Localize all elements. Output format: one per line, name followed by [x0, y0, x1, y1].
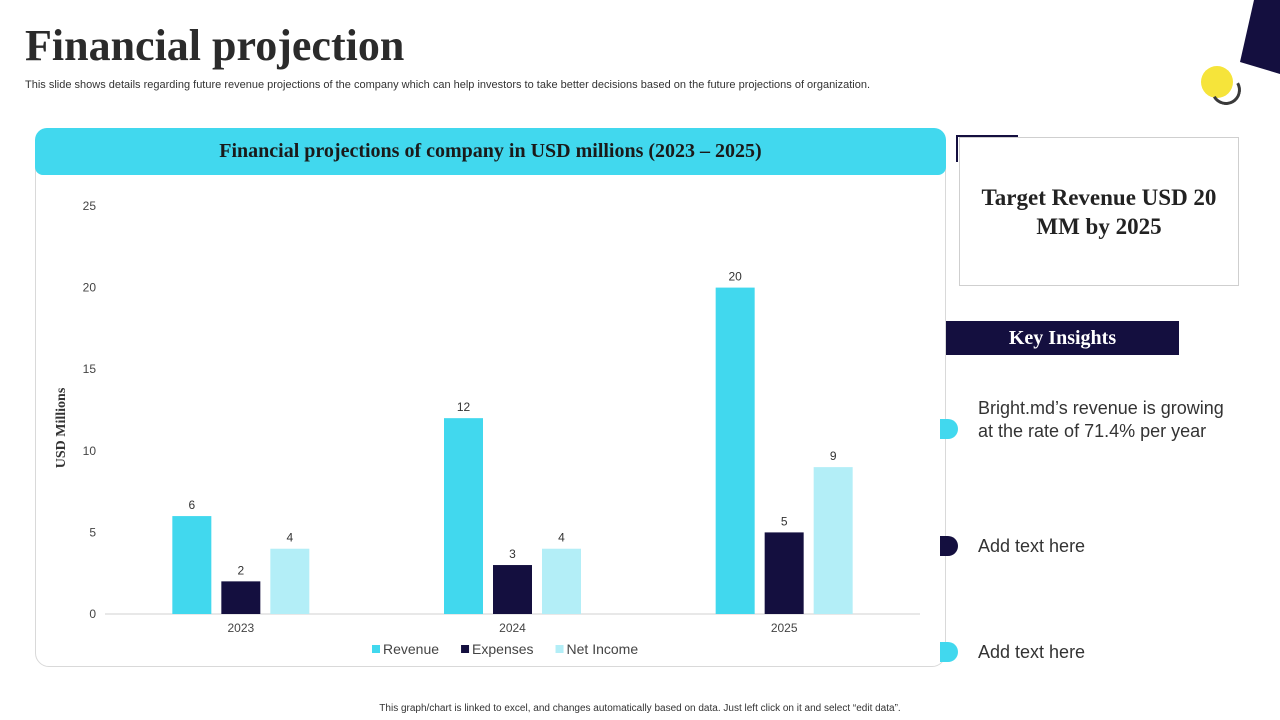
legend-label: Net Income [567, 641, 639, 657]
legend-label: Revenue [383, 641, 439, 657]
legend-swatch [461, 645, 470, 653]
bar-expenses-2024 [493, 565, 532, 614]
bar-expenses-2025 [764, 532, 804, 614]
x-tick-label: 2023 [227, 621, 254, 635]
insight-bullet-3 [940, 642, 958, 662]
insight-bullet-1 [940, 419, 958, 439]
data-label: 3 [509, 547, 516, 561]
data-label: 4 [286, 531, 293, 545]
y-axis-label: USD Millions [54, 387, 69, 468]
insight-text-3: Add text here [978, 642, 1086, 662]
data-label: 5 [781, 514, 788, 528]
data-label: 4 [558, 531, 565, 545]
bar-net-income-2025 [813, 467, 853, 614]
insight-bullet-2 [940, 536, 958, 556]
x-tick-label: 2025 [771, 621, 798, 635]
y-tick-label: 15 [83, 362, 97, 376]
y-tick-label: 10 [83, 444, 97, 458]
page-title: Financial projection [25, 21, 405, 70]
data-label: 20 [728, 270, 742, 284]
chart-header: Financial projections of company in USD … [35, 128, 946, 175]
bar-revenue-2024 [444, 418, 483, 614]
y-tick-label: 0 [89, 607, 96, 621]
corner-decoration [1240, 0, 1280, 74]
bar-revenue-2025 [715, 287, 755, 614]
bar-net-income-2023 [270, 548, 310, 614]
bar-expenses-2023 [221, 581, 261, 614]
target-revenue-box: Target Revenue USD 20 MM by 2025 [959, 137, 1239, 286]
data-label: 12 [457, 400, 471, 414]
insight-text-2: Add text here [978, 536, 1086, 556]
y-tick-label: 25 [83, 199, 97, 213]
legend-swatch [555, 645, 564, 653]
bar-revenue-2023 [172, 516, 212, 614]
target-revenue-text: Target Revenue USD 20 MM by 2025 [981, 184, 1217, 239]
yellow-circle-decoration [1201, 66, 1233, 98]
target-accent-corner [956, 135, 1018, 162]
y-tick-label: 5 [89, 525, 96, 539]
legend-label: Expenses [472, 641, 533, 657]
insight-text-1: Bright.md’s revenue is growing at the ra… [978, 398, 1224, 441]
bar-net-income-2024 [542, 548, 581, 614]
footnote: This graph/chart is linked to excel, and… [379, 703, 901, 714]
data-label: 6 [188, 498, 195, 512]
data-label: 2 [237, 563, 244, 577]
page-subtitle: This slide shows details regarding futur… [25, 79, 871, 91]
legend-swatch [372, 645, 380, 653]
key-insights-title: Key Insights [946, 321, 1179, 355]
x-tick-label: 2024 [499, 621, 526, 635]
data-label: 9 [830, 449, 837, 463]
y-tick-label: 20 [83, 281, 97, 295]
